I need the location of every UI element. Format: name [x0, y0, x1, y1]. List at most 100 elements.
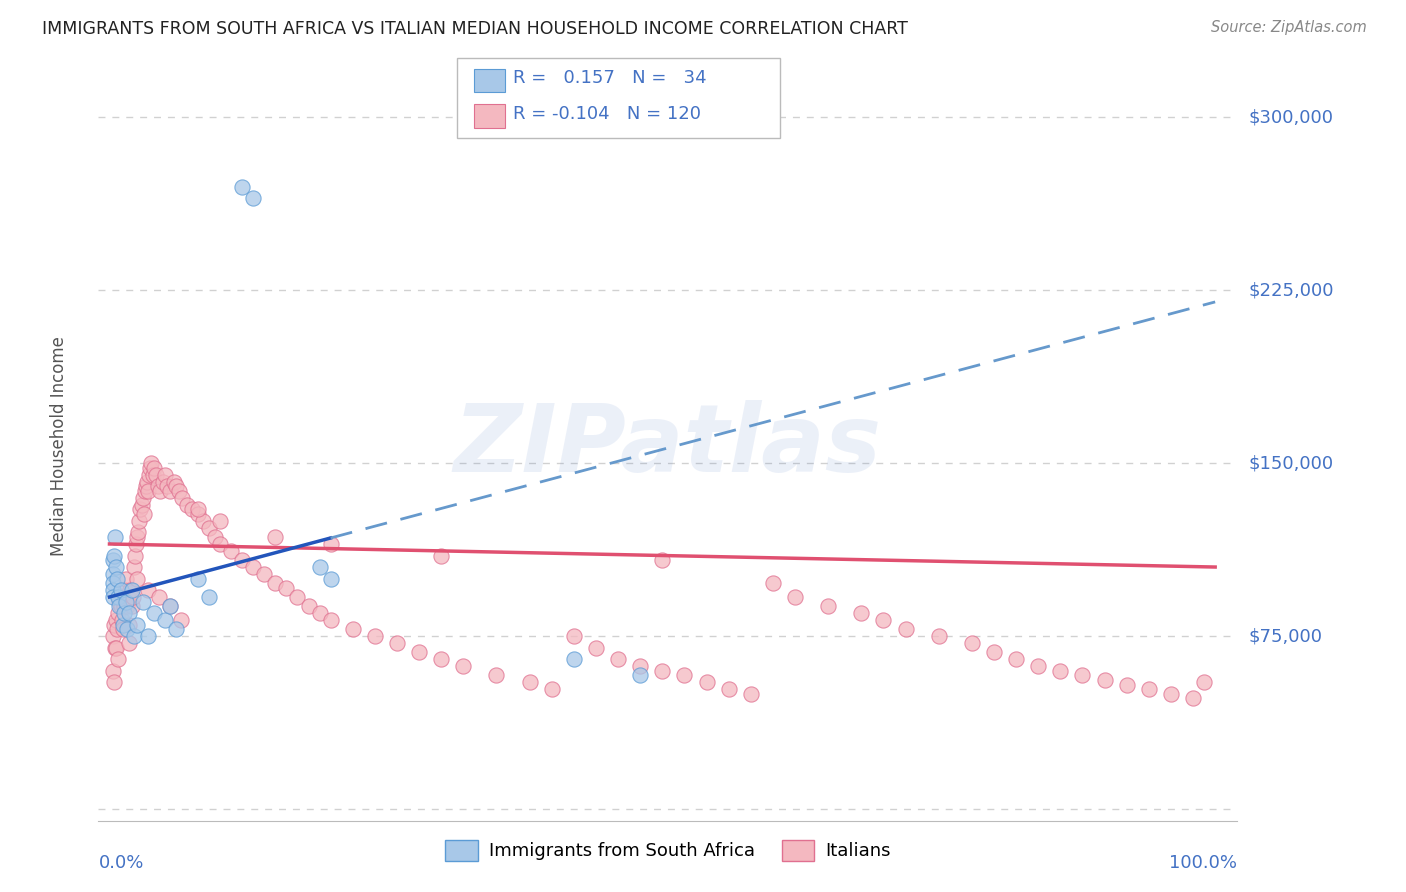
Point [162, 475, 184, 489]
Point [1049, 664, 1071, 678]
Point [960, 636, 983, 650]
Point [198, 521, 221, 535]
Point [132, 507, 155, 521]
Point [103, 549, 125, 563]
Point [385, 636, 408, 650]
Point [125, 537, 148, 551]
Point [1192, 675, 1215, 690]
Point [105, 640, 128, 655]
Point [928, 629, 950, 643]
Point [141, 456, 163, 470]
Point [165, 622, 187, 636]
Point [146, 479, 169, 493]
Point [204, 530, 226, 544]
Point [562, 652, 585, 666]
Point [101, 664, 124, 678]
Point [107, 606, 129, 620]
Point [253, 566, 276, 581]
Point [103, 617, 125, 632]
Point [181, 502, 204, 516]
Point [651, 553, 673, 567]
Point [219, 544, 242, 558]
Point [136, 483, 159, 498]
Point [319, 572, 342, 586]
Point [1071, 668, 1094, 682]
Point [651, 664, 673, 678]
Point [585, 640, 607, 655]
Point [1115, 678, 1137, 692]
Point [628, 659, 651, 673]
Point [118, 617, 141, 632]
Point [115, 572, 138, 586]
Text: 100.0%: 100.0% [1170, 855, 1237, 872]
Point [156, 479, 179, 493]
Point [148, 590, 170, 604]
Point [101, 590, 124, 604]
Point [540, 682, 562, 697]
Point [131, 498, 153, 512]
Point [319, 613, 342, 627]
Point [104, 640, 127, 655]
Point [762, 576, 785, 591]
Point [103, 675, 125, 690]
Point [138, 467, 160, 482]
Point [105, 613, 128, 627]
Point [127, 617, 149, 632]
Point [136, 475, 159, 489]
Point [673, 668, 696, 682]
Point [1182, 691, 1205, 706]
Point [115, 599, 138, 614]
Point [129, 502, 152, 516]
Text: Source: ZipAtlas.com: Source: ZipAtlas.com [1211, 20, 1367, 35]
Point [107, 652, 129, 666]
Point [159, 483, 181, 498]
Point [131, 594, 153, 608]
Point [485, 668, 508, 682]
Point [105, 622, 128, 636]
Text: 0.0%: 0.0% [98, 855, 143, 872]
Point [127, 530, 149, 544]
Legend: Immigrants from South Africa, Italians: Immigrants from South Africa, Italians [439, 832, 897, 868]
Point [783, 590, 806, 604]
Point [152, 475, 174, 489]
Point [139, 461, 162, 475]
Point [108, 599, 131, 614]
Point [136, 583, 159, 598]
Point [145, 467, 167, 482]
Point [264, 576, 287, 591]
Point [242, 560, 264, 574]
Point [1137, 682, 1160, 697]
Point [198, 590, 221, 604]
Point [170, 613, 193, 627]
Point [430, 549, 453, 563]
Point [135, 479, 157, 493]
Point [124, 549, 146, 563]
Point [872, 613, 894, 627]
Point [111, 613, 134, 627]
Point [319, 537, 342, 551]
Point [342, 622, 364, 636]
Point [308, 606, 330, 620]
Point [104, 530, 127, 544]
Point [1160, 687, 1182, 701]
Point [122, 629, 145, 643]
Text: $225,000: $225,000 [1249, 281, 1334, 300]
Point [231, 179, 253, 194]
Point [242, 191, 264, 205]
Point [264, 530, 287, 544]
Point [107, 590, 129, 604]
Point [1005, 652, 1028, 666]
Point [112, 599, 135, 614]
Point [740, 687, 762, 701]
Point [153, 467, 176, 482]
Point [108, 594, 131, 608]
Point [187, 502, 209, 516]
Point [209, 514, 232, 528]
Point [134, 483, 156, 498]
Text: IMMIGRANTS FROM SOUTH AFRICA VS ITALIAN MEDIAN HOUSEHOLD INCOME CORRELATION CHAR: IMMIGRANTS FROM SOUTH AFRICA VS ITALIAN … [42, 20, 908, 37]
Point [408, 645, 430, 659]
Point [894, 622, 917, 636]
Point [114, 583, 136, 598]
Point [118, 606, 141, 620]
Point [117, 590, 139, 604]
